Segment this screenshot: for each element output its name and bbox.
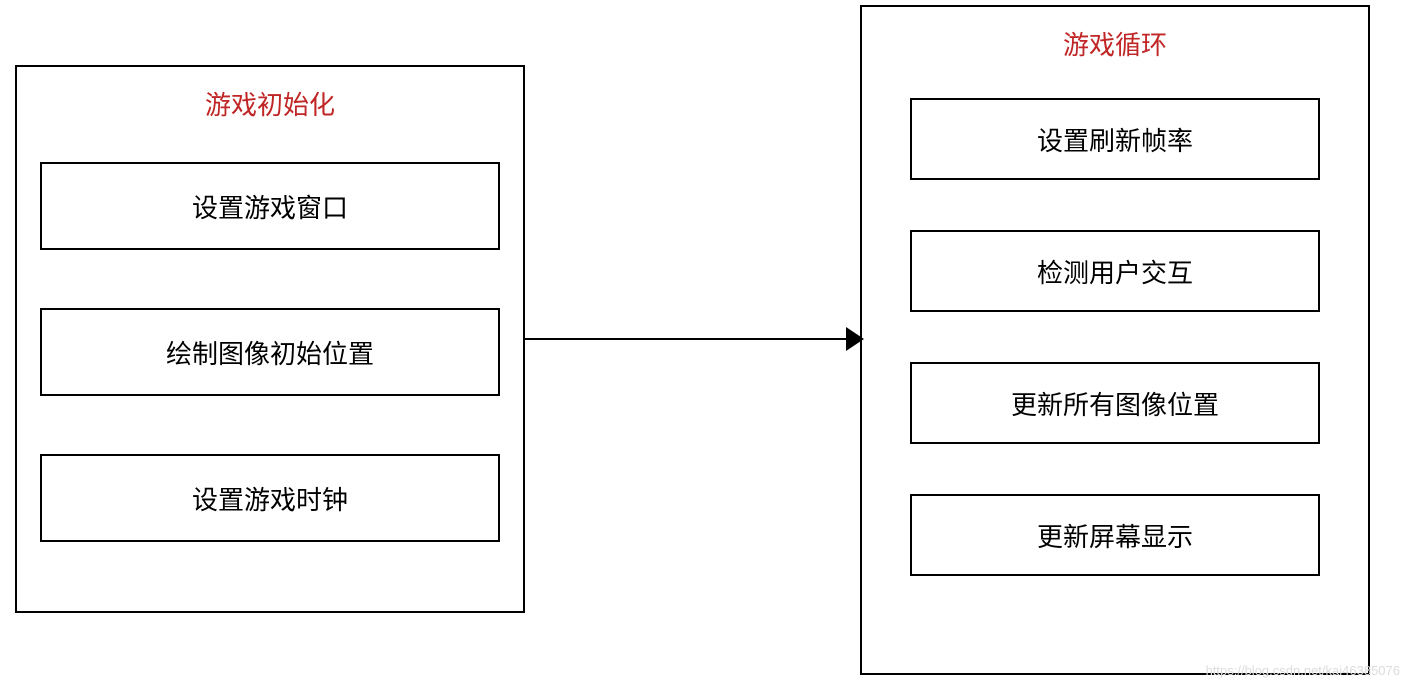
watermark-text: https://blog.csdn.net/kai46385076: [1206, 663, 1400, 678]
left-item-label: 设置游戏时钟: [192, 480, 348, 517]
right-container-title: 游戏循环: [862, 7, 1368, 80]
right-item-box: 更新屏幕显示: [910, 494, 1320, 576]
right-item-label: 设置刷新帧率: [1037, 121, 1193, 158]
arrow-line: [525, 338, 846, 340]
left-container-title: 游戏初始化: [17, 67, 523, 140]
left-items-wrapper: 设置游戏窗口绘制图像初始位置设置游戏时钟: [17, 162, 523, 542]
right-item-box: 检测用户交互: [910, 230, 1320, 312]
left-item-box: 绘制图像初始位置: [40, 308, 500, 396]
arrow-head-icon: [846, 327, 864, 351]
right-item-label: 更新屏幕显示: [1037, 517, 1193, 554]
right-item-box: 设置刷新帧率: [910, 98, 1320, 180]
right-container: 游戏循环 设置刷新帧率检测用户交互更新所有图像位置更新屏幕显示: [860, 5, 1370, 675]
right-item-box: 更新所有图像位置: [910, 362, 1320, 444]
right-items-wrapper: 设置刷新帧率检测用户交互更新所有图像位置更新屏幕显示: [862, 98, 1368, 576]
left-item-label: 设置游戏窗口: [192, 188, 348, 225]
right-item-label: 检测用户交互: [1037, 253, 1193, 290]
left-item-box: 设置游戏窗口: [40, 162, 500, 250]
left-item-box: 设置游戏时钟: [40, 454, 500, 542]
left-item-label: 绘制图像初始位置: [166, 334, 374, 371]
left-container: 游戏初始化 设置游戏窗口绘制图像初始位置设置游戏时钟: [15, 65, 525, 613]
right-item-label: 更新所有图像位置: [1011, 385, 1219, 422]
